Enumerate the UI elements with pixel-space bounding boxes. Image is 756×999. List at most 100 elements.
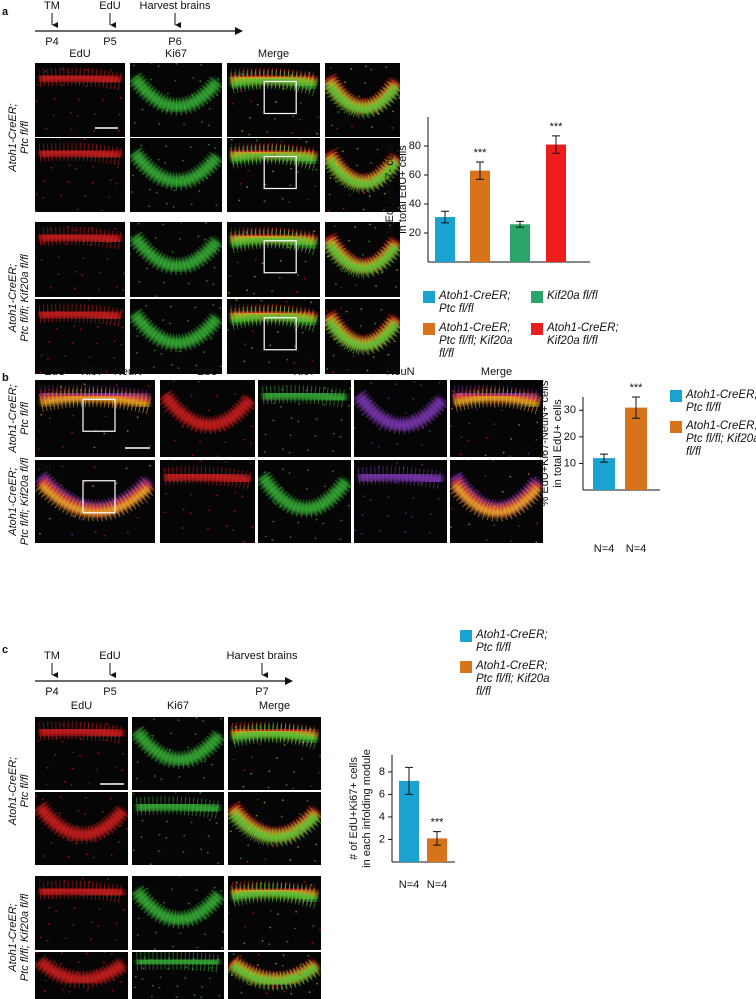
row-label: Atoh1-CreER; <box>7 467 19 536</box>
cell-dot <box>94 530 97 533</box>
cell-dot <box>123 272 125 275</box>
cell-dot <box>112 725 115 728</box>
cell-dot <box>502 451 505 454</box>
cell-dot <box>160 352 163 355</box>
cell-dot <box>132 849 135 852</box>
cell-dot <box>386 414 389 417</box>
cell-dot <box>267 786 270 789</box>
cell-dot <box>249 116 251 119</box>
cell-dot <box>378 445 380 448</box>
cell-dot <box>294 345 296 348</box>
cell-dot <box>83 240 86 243</box>
cell-dot <box>289 184 292 187</box>
cell-dot <box>259 726 262 729</box>
cell-dot <box>312 924 315 927</box>
cell-dot <box>251 526 253 529</box>
cell-dot <box>99 271 101 274</box>
cell-dot <box>308 72 311 74</box>
cell-dot <box>335 163 338 166</box>
cell-dot <box>35 152 36 155</box>
cell-dot <box>396 443 399 445</box>
cell-dot <box>106 895 108 897</box>
cell-dot <box>120 343 123 346</box>
cell-dot <box>315 518 318 521</box>
cell-dot <box>212 903 215 906</box>
cell-dot <box>207 835 210 838</box>
cell-dot <box>96 342 99 345</box>
cell-dot <box>59 796 62 798</box>
cell-dot <box>39 936 42 939</box>
cell-dot <box>195 717 198 719</box>
tissue <box>325 147 400 212</box>
legend-label: Kif20a fl/fl <box>547 290 598 302</box>
cell-dot <box>164 162 166 164</box>
cell-dot <box>451 488 454 491</box>
cell-dot <box>450 424 452 427</box>
cell-dot <box>167 804 169 807</box>
tissue-speckle <box>130 308 222 352</box>
cell-dot <box>535 541 538 543</box>
cell-dot <box>64 937 67 940</box>
cell-dot <box>302 314 305 317</box>
cell-dot <box>59 138 61 139</box>
cell-dot <box>175 995 178 998</box>
cell-dot <box>306 800 309 802</box>
cell-dot <box>59 962 62 965</box>
legend-swatch <box>531 291 543 303</box>
tissue <box>450 460 543 543</box>
cell-dot <box>264 858 267 861</box>
tissue-speckle <box>38 142 123 166</box>
cell-dot <box>126 430 129 432</box>
legend-label: Atoh1-CreER; Ptc fl/fl; Kif20a fl/fl <box>476 660 550 698</box>
cell-dot <box>238 800 241 803</box>
row-label: Atoh1-CreER; <box>7 903 19 972</box>
cell-dot <box>62 724 65 727</box>
cell-dot <box>336 127 339 130</box>
cell-dot <box>272 845 274 848</box>
tissue <box>132 717 224 781</box>
cell-dot <box>180 915 183 918</box>
overlay-label: Ki67 <box>81 366 103 378</box>
cell-dot <box>63 880 66 882</box>
legend-swatch <box>670 390 682 402</box>
cell-dot <box>437 398 440 401</box>
cell-dot <box>220 365 222 368</box>
cell-dot <box>137 222 140 225</box>
cell-dot <box>204 238 206 241</box>
row-label: Ptc fl/fl; Kif20a fl/fl <box>19 254 31 342</box>
y-tick-label: 8 <box>379 766 385 778</box>
cell-dot <box>41 798 44 801</box>
cell-dot <box>344 81 347 84</box>
cell-dot <box>108 196 111 198</box>
cell-dot <box>420 384 423 387</box>
cell-dot <box>160 778 163 781</box>
cell-dot <box>235 299 238 301</box>
cell-dot <box>51 825 54 828</box>
cell-dot <box>155 191 158 194</box>
x-tick-label: N=4 <box>427 879 448 891</box>
cell-dot <box>149 78 152 81</box>
cell-dot <box>218 994 221 997</box>
cell-dot <box>198 478 201 481</box>
tissue <box>228 798 321 863</box>
cell-dot <box>80 311 83 314</box>
cell-dot <box>84 796 87 799</box>
cell-dot <box>115 285 118 288</box>
cell-dot <box>353 338 356 341</box>
cell-dot <box>306 198 309 201</box>
cell-dot <box>251 424 253 427</box>
cell-dot <box>451 407 453 410</box>
cell-dot <box>68 990 71 993</box>
cell-dot <box>337 111 340 113</box>
cell-dot <box>485 437 488 439</box>
cell-dot <box>168 957 170 960</box>
cell-dot <box>229 830 232 833</box>
cell-dot <box>35 255 36 258</box>
stage-label: P6 <box>38 463 51 475</box>
cell-dot <box>252 407 254 410</box>
cell-dot <box>119 981 122 984</box>
cell-dot <box>311 359 314 362</box>
cell-dot <box>210 763 213 766</box>
cell-dot <box>389 224 391 227</box>
